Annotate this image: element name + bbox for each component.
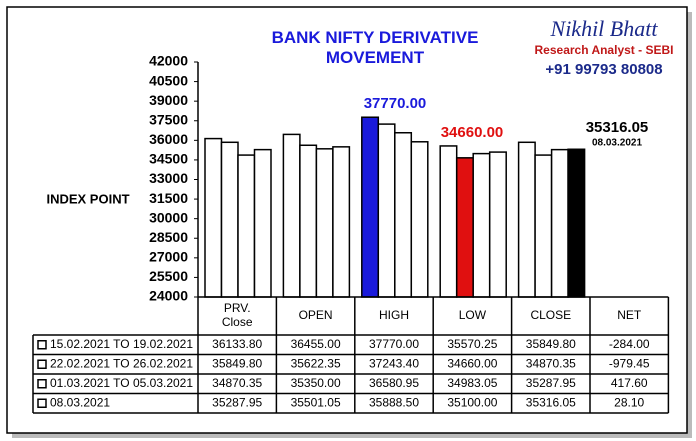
bar (377, 123, 396, 298)
y-tick-label: 37500 (149, 111, 188, 127)
table-cell: 34660.00 (447, 356, 497, 370)
legend-box (37, 359, 47, 369)
row-label: 01.03.2021 TO 05.03.2021 (50, 376, 193, 390)
table-header: NET (617, 308, 642, 322)
table-cell: 37243.40 (369, 356, 419, 370)
table-cell-net: -284.00 (609, 337, 650, 351)
y-tick-label: 28500 (149, 229, 188, 245)
bar (220, 141, 239, 298)
legend-box (37, 398, 47, 408)
table-cell: 36133.80 (212, 337, 262, 351)
y-tick-label: 33000 (149, 170, 188, 186)
bar (567, 148, 586, 298)
bar (299, 144, 318, 298)
table-cell: 35849.80 (212, 356, 262, 370)
bar (550, 148, 569, 298)
table-cell: 35350.00 (291, 376, 341, 390)
y-tick-label: 36000 (149, 131, 188, 147)
chart-title: BANK NIFTY DERIVATIVE MOVEMENT (271, 28, 479, 67)
bar (488, 151, 507, 298)
y-tick-label: 39000 (149, 92, 188, 108)
brand-name: Nikhil Bhatt (550, 16, 659, 41)
table-cell: 35888.50 (369, 395, 419, 409)
y-tick-label: 42000 (149, 53, 188, 69)
table-cell-net: -979.45 (609, 356, 650, 370)
bar (394, 131, 413, 298)
annotation-date: 08.03.2021 (592, 138, 642, 149)
legend-box (37, 340, 47, 350)
y-tick-label: 30000 (149, 209, 188, 225)
bar (410, 141, 429, 298)
table-cell: 37770.00 (369, 337, 419, 351)
table-header: LOW (459, 308, 487, 322)
table-cell: 35100.00 (447, 395, 497, 409)
annotation: 37770.00 (364, 95, 427, 112)
y-tick-label: 25500 (149, 268, 188, 284)
bar (282, 133, 301, 298)
table-cell: 36580.95 (369, 376, 419, 390)
table-header: CLOSE (530, 308, 571, 322)
y-tick-label: 24000 (149, 288, 188, 304)
table-cell: 35287.95 (212, 395, 262, 409)
row-label: 08.03.2021 (50, 395, 110, 409)
brand-role: Research Analyst - SEBI (535, 43, 674, 57)
annotation: 35316.05 (586, 119, 649, 136)
bar (204, 137, 223, 298)
table-header: OPEN (299, 308, 333, 322)
table-cell: 34870.35 (212, 376, 262, 390)
bar (455, 157, 474, 298)
row-label: 22.02.2021 TO 26.02.2021 (50, 356, 193, 370)
table-cell: 35570.25 (447, 337, 497, 351)
table-cell: 34983.05 (447, 376, 497, 390)
row-label: 15.02.2021 TO 19.02.2021 (50, 337, 193, 351)
y-tick-label: 31500 (149, 190, 188, 206)
table-header: PRV. Close (222, 301, 253, 329)
y-tick-label: 34500 (149, 151, 188, 167)
table-cell: 34870.35 (526, 356, 576, 370)
table-cell: 35849.80 (526, 337, 576, 351)
bar (237, 154, 256, 298)
table-cell-net: 417.60 (611, 376, 648, 390)
table-cell: 35316.05 (526, 395, 576, 409)
bar (517, 141, 536, 298)
table-cell: 36455.00 (291, 337, 341, 351)
legend-box (37, 379, 47, 389)
bar (332, 146, 351, 298)
bar (253, 148, 272, 298)
annotation: 34660.00 (441, 124, 504, 141)
bar (472, 152, 491, 298)
brand-phone: +91 99793 80808 (545, 61, 662, 78)
table-cell: 35622.35 (291, 356, 341, 370)
bar (439, 145, 458, 298)
bar (315, 148, 334, 298)
table-cell: 35501.05 (291, 395, 341, 409)
table-cell: 35287.95 (526, 376, 576, 390)
y-tick-label: 27000 (149, 249, 188, 265)
table-cell-net: 28.10 (614, 395, 644, 409)
bar (361, 116, 380, 298)
y-axis-label: INDEX POINT (46, 191, 129, 206)
table-header: HIGH (379, 308, 409, 322)
bar (534, 154, 553, 298)
y-tick-label: 40500 (149, 72, 188, 88)
